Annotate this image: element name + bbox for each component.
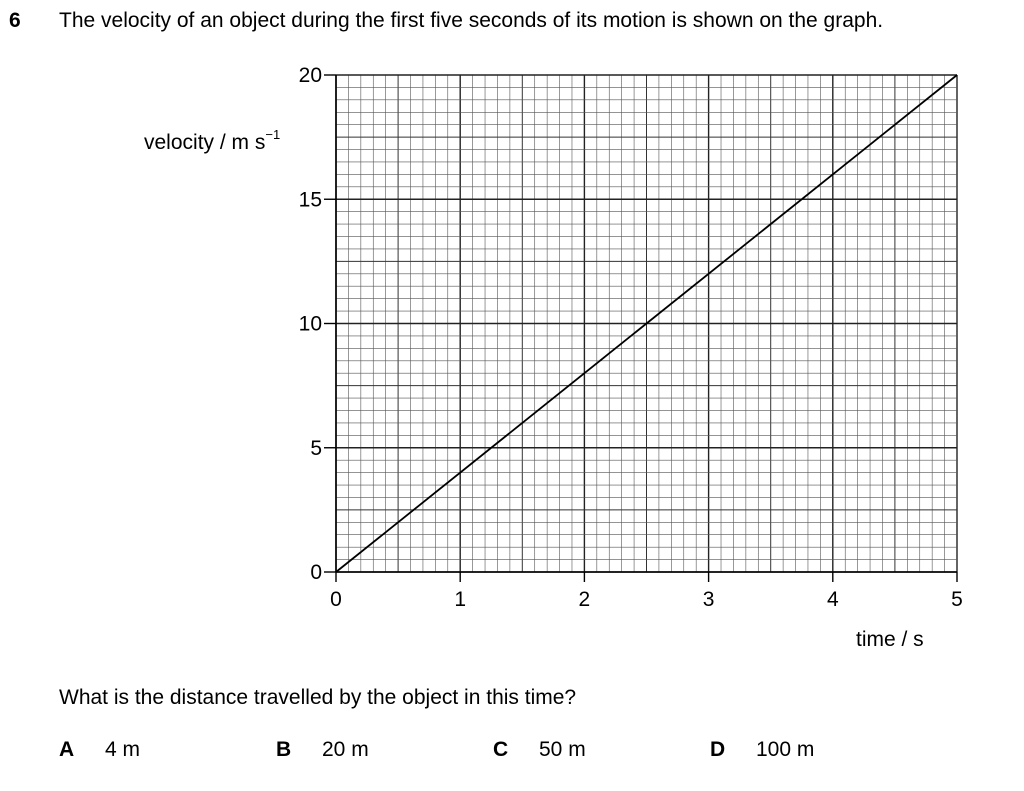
tick-labels: 0 5 10 15 20 0 1 2 3 4 5 bbox=[299, 64, 963, 611]
velocity-line bbox=[335, 74, 958, 573]
question-number: 6 bbox=[9, 9, 21, 32]
y-axis-label: velocity / m s−1 bbox=[144, 127, 281, 154]
option-b[interactable]: B 20 m bbox=[276, 738, 369, 762]
question-text: The velocity of an object during the fir… bbox=[59, 9, 884, 32]
x-axis-label: time / s bbox=[856, 628, 924, 651]
x-tick-label: 3 bbox=[703, 588, 715, 611]
option-c[interactable]: C 50 m bbox=[493, 738, 586, 762]
y-tick-label: 10 bbox=[299, 313, 322, 336]
y-tick-label: 20 bbox=[299, 64, 322, 87]
option-answer: 50 m bbox=[539, 738, 586, 761]
x-tick-label: 1 bbox=[454, 588, 466, 611]
option-letter: A bbox=[59, 738, 75, 761]
x-tick-label: 5 bbox=[951, 588, 963, 611]
option-a[interactable]: A 4 m bbox=[59, 738, 140, 762]
option-letter: B bbox=[276, 738, 292, 761]
option-answer: 20 m bbox=[322, 738, 369, 761]
data-series bbox=[335, 74, 958, 573]
option-letter: C bbox=[493, 738, 509, 761]
x-tick-label: 0 bbox=[330, 588, 342, 611]
y-tick-label: 0 bbox=[310, 561, 322, 584]
x-tick-label: 2 bbox=[579, 588, 591, 611]
option-answer: 100 m bbox=[756, 738, 815, 761]
option-answer: 4 m bbox=[105, 738, 141, 761]
question-prompt: What is the distance travelled by the ob… bbox=[59, 686, 577, 709]
x-tick-label: 4 bbox=[827, 588, 839, 611]
graph-grid bbox=[335, 74, 958, 573]
y-tick-label: 15 bbox=[299, 188, 322, 211]
y-tick-label: 5 bbox=[310, 437, 322, 460]
option-d[interactable]: D 100 m bbox=[710, 738, 814, 762]
option-letter: D bbox=[710, 738, 726, 761]
graph-axes bbox=[324, 74, 958, 582]
